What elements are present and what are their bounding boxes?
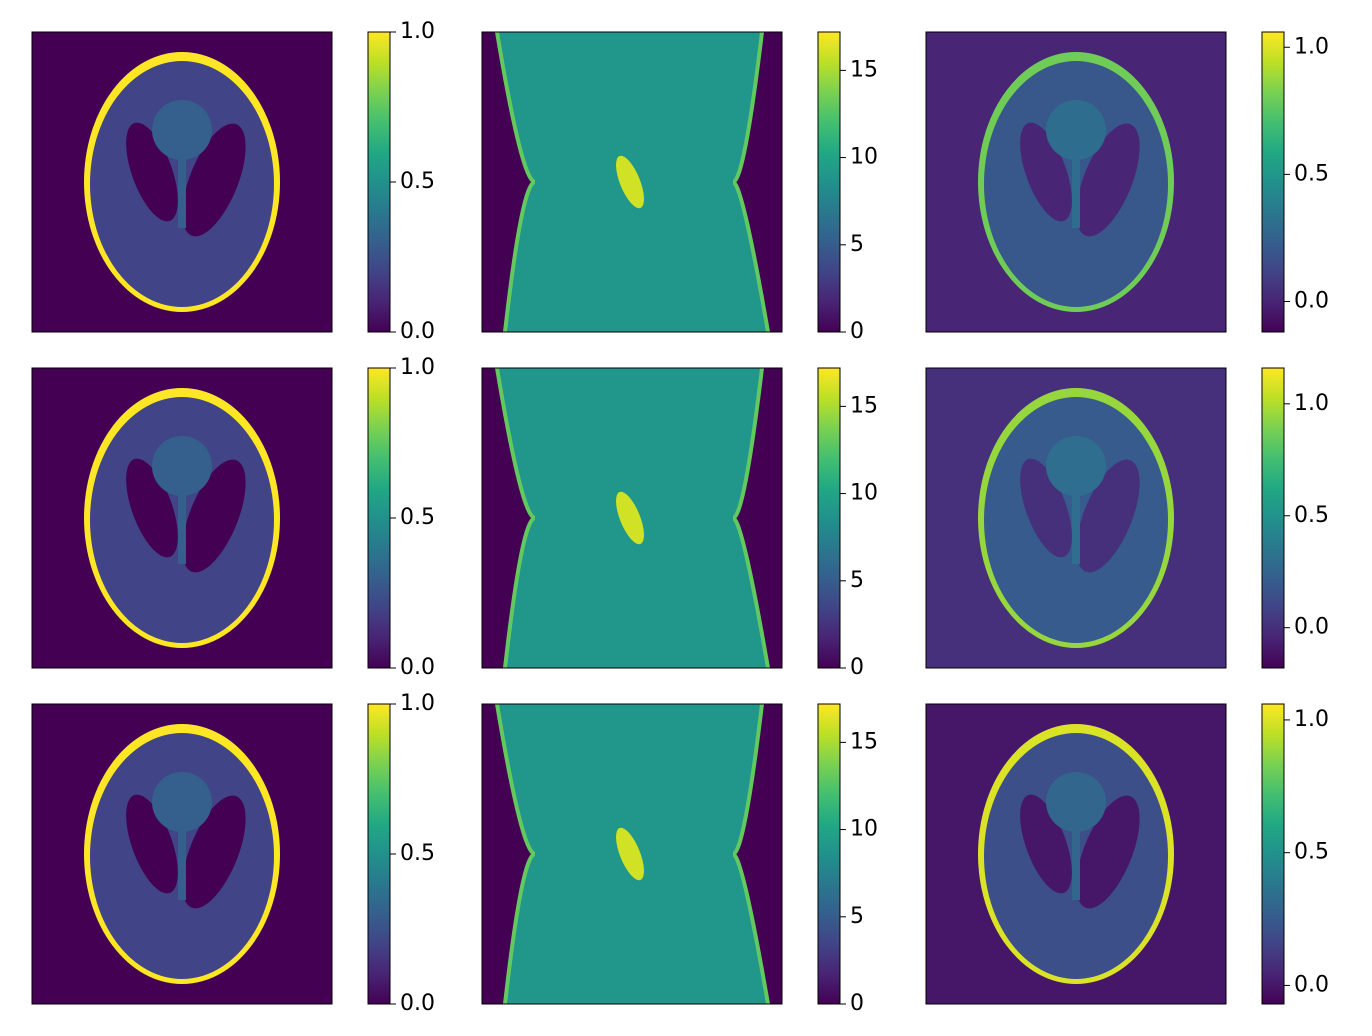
panel-border — [31, 31, 333, 333]
image-panel — [926, 32, 1226, 332]
ventricle — [1076, 795, 1140, 909]
colorbar-tick-label: 0.5 — [400, 505, 435, 530]
colorbar-tick-label: 15 — [850, 393, 878, 418]
colorbar — [817, 703, 841, 1005]
colorbar-tick-label: 0 — [850, 319, 864, 344]
colorbar — [367, 31, 391, 333]
top-region — [1046, 436, 1106, 496]
colorbar-tick-label: 1.0 — [1294, 34, 1329, 59]
ventricle — [1076, 459, 1140, 573]
colorbar-tick-label: 10 — [850, 481, 878, 506]
ventricle — [126, 122, 178, 222]
colorbar — [1261, 703, 1285, 1005]
panel-border — [925, 367, 1227, 669]
ventricle — [1020, 794, 1072, 894]
colorbar-tick-label: 0.5 — [400, 169, 435, 194]
top-region — [152, 772, 212, 832]
sinogram-edge — [495, 704, 536, 1004]
colorbar-tick-label: 1.0 — [400, 355, 435, 380]
image-panel — [32, 32, 332, 332]
panel-border — [481, 31, 783, 333]
sinogram-peak — [616, 491, 644, 545]
colorbar-tick-label: 15 — [850, 57, 878, 82]
stem — [178, 158, 186, 228]
stem — [1072, 830, 1080, 900]
sinogram-edge — [731, 368, 770, 668]
colorbar-tick-label: 0 — [850, 655, 864, 680]
colorbar-tick-label: 1.0 — [1294, 391, 1329, 416]
panel-border — [481, 703, 783, 1005]
top-region — [152, 436, 212, 496]
colorbar — [367, 703, 391, 1005]
colorbar-tick-label: 15 — [850, 729, 878, 754]
ventricle — [182, 459, 246, 573]
ventricle — [182, 123, 246, 237]
image-panel — [32, 704, 332, 1004]
colorbar-tick-label: 0.0 — [400, 319, 435, 344]
colorbar-tick-label: 0.0 — [1294, 972, 1329, 997]
image-panel — [926, 368, 1226, 668]
ventricle — [126, 794, 178, 894]
panel-border — [481, 367, 783, 669]
sinogram-edge — [731, 704, 770, 1004]
ventricle — [1020, 458, 1072, 558]
panel-border — [31, 703, 333, 1005]
top-region — [152, 100, 212, 160]
colorbar-tick-label: 1.0 — [1294, 707, 1329, 732]
sinogram-peak — [616, 827, 644, 881]
top-region — [1046, 100, 1106, 160]
colorbar-tick-label: 10 — [850, 817, 878, 842]
colorbar-tick-label: 5 — [850, 904, 864, 929]
ventricle — [182, 795, 246, 909]
panel-border — [925, 31, 1227, 333]
colorbar-tick-label: 0 — [850, 991, 864, 1016]
colorbar-tick-label: 1.0 — [400, 691, 435, 716]
image-panel — [926, 704, 1226, 1004]
ventricle — [1020, 122, 1072, 222]
colorbar-tick-label: 0.5 — [1294, 503, 1329, 528]
colorbar-tick-label: 0.0 — [1294, 288, 1329, 313]
image-panel — [482, 32, 782, 332]
panel-border — [925, 703, 1227, 1005]
ventricle — [1076, 123, 1140, 237]
colorbar-tick-label: 0.0 — [400, 991, 435, 1016]
stem — [178, 494, 186, 564]
colorbar — [1261, 367, 1285, 669]
colorbar-tick-label: 0.5 — [400, 841, 435, 866]
colorbar-tick-label: 10 — [850, 145, 878, 170]
sinogram-peak — [616, 155, 644, 209]
sinogram-edge — [495, 32, 536, 332]
ventricle — [126, 458, 178, 558]
stem — [1072, 158, 1080, 228]
colorbar — [1261, 31, 1285, 333]
colorbar-tick-label: 0.0 — [400, 655, 435, 680]
image-panel — [482, 704, 782, 1004]
stem — [1072, 494, 1080, 564]
colorbar — [817, 367, 841, 669]
stem — [178, 830, 186, 900]
image-panel — [482, 368, 782, 668]
panel-border — [31, 367, 333, 669]
sinogram-edge — [731, 32, 770, 332]
colorbar-tick-label: 0.5 — [1294, 840, 1329, 865]
colorbar — [367, 367, 391, 669]
image-panel — [32, 368, 332, 668]
colorbar-tick-label: 5 — [850, 568, 864, 593]
top-region — [1046, 772, 1106, 832]
sinogram-edge — [495, 368, 536, 668]
colorbar — [817, 31, 841, 333]
colorbar-tick-label: 5 — [850, 232, 864, 257]
colorbar-tick-label: 1.0 — [400, 19, 435, 44]
colorbar-tick-label: 0.5 — [1294, 161, 1329, 186]
colorbar-tick-label: 0.0 — [1294, 615, 1329, 640]
